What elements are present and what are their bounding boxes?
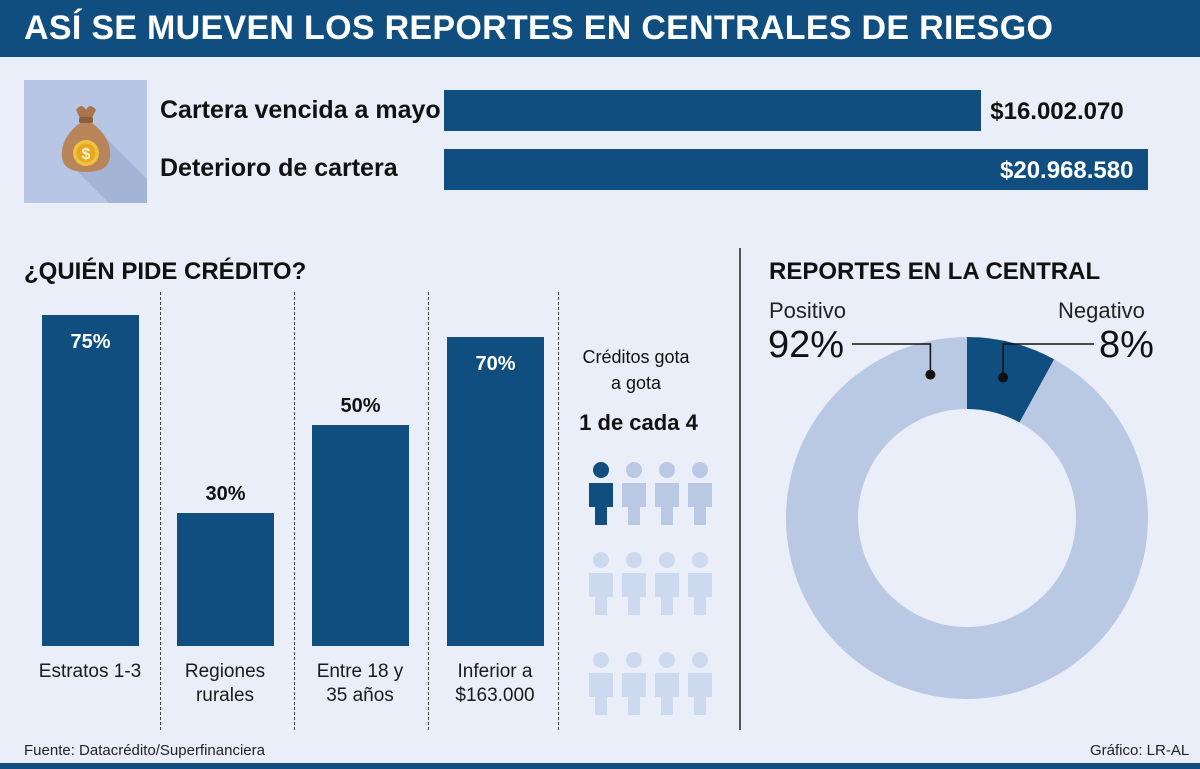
category-label: Estratos 1-3 xyxy=(38,661,142,682)
deterioro-bar xyxy=(444,149,1148,190)
person-icon xyxy=(589,462,613,525)
money-bag-icon: $ xyxy=(24,80,147,203)
reportes-title: REPORTES EN LA CENTRAL xyxy=(769,258,1101,285)
person-icon xyxy=(622,462,646,525)
person-icon xyxy=(589,552,613,615)
cartera-vencida-bar xyxy=(444,90,982,131)
negativo-dot xyxy=(998,372,1009,383)
positivo-leader xyxy=(852,343,932,375)
negativo-value: 8% xyxy=(1099,324,1154,366)
deterioro-value: $20.968.580 xyxy=(1000,157,1134,184)
bottom-bar xyxy=(0,763,1200,769)
divider-line xyxy=(558,292,559,730)
category-label: Inferior a $163.000 xyxy=(455,661,535,706)
category-label: Regiones rurales xyxy=(184,661,266,706)
divider-line xyxy=(294,292,295,730)
page-title: ASÍ SE MUEVEN LOS REPORTES EN CENTRALES … xyxy=(24,9,1054,47)
section-divider xyxy=(739,248,741,730)
bar-inferior xyxy=(447,336,544,646)
bar-value-label: 70% xyxy=(475,352,516,375)
quien-title: ¿QUIÉN PIDE CRÉDITO? xyxy=(24,258,307,285)
person-icon xyxy=(655,652,679,715)
person-icon xyxy=(688,462,712,525)
bar-regiones xyxy=(177,513,274,646)
bar-value-label: 75% xyxy=(70,330,111,353)
negativo-leader xyxy=(1002,343,1094,378)
negativo-label: Negativo xyxy=(1058,298,1145,323)
positivo-dot xyxy=(925,369,936,380)
source-footer: Fuente: Datacrédito/Superfinanciera xyxy=(24,742,265,759)
category-label: Entre 18 y 35 años xyxy=(316,661,404,706)
donut-slice-negativo xyxy=(967,337,1055,423)
person-icon xyxy=(688,652,712,715)
person-icon xyxy=(655,552,679,615)
person-icon xyxy=(655,462,679,525)
bar-estratos xyxy=(42,314,139,646)
gota-title: Créditos gota a gota xyxy=(582,347,690,393)
svg-text:$: $ xyxy=(82,146,91,163)
deterioro-label: Deterioro de cartera xyxy=(160,154,398,182)
person-icon xyxy=(589,652,613,715)
person-icon xyxy=(688,552,712,615)
title-bar: ASÍ SE MUEVEN LOS REPORTES EN CENTRALES … xyxy=(0,0,1200,57)
person-icon xyxy=(622,552,646,615)
gota-count: 1 de cada 4 xyxy=(579,410,698,435)
positivo-label: Positivo xyxy=(769,298,847,323)
bar-jovenes xyxy=(312,425,409,646)
donut-slice-positivo xyxy=(786,337,1148,699)
positivo-value: 92% xyxy=(768,324,845,366)
bar-value-label: 50% xyxy=(340,395,381,417)
credit-footer: Gráfico: LR-AL xyxy=(1090,742,1190,759)
cartera-vencida-label: Cartera vencida a mayo xyxy=(160,96,441,124)
cartera-vencida-value: $16.002.070 xyxy=(990,98,1124,125)
divider-line xyxy=(428,292,429,730)
person-icon xyxy=(622,652,646,715)
bar-value-label: 30% xyxy=(205,483,246,506)
divider-line xyxy=(160,292,161,730)
